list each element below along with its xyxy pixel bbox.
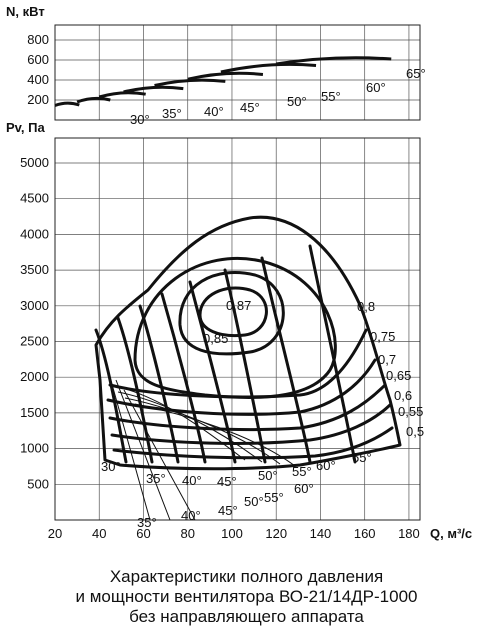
flow-tick-label: 180 [398,526,420,541]
power-axis-title: N, кВт [6,4,45,19]
efficiency-label: 0,85 [203,331,228,346]
efficiency-curve-08 [133,256,337,399]
flow-axis-title: Q, м³/с [430,526,472,541]
power-angle-label: 55° [321,89,341,104]
power-angle-label: 60° [366,80,386,95]
angle-pressure-curve [260,256,312,464]
pressure-angle-label: 35° [137,515,157,530]
pressure-angle-label: 55° [292,464,312,479]
angle-pressure-curve [223,268,267,464]
flow-tick-label: 60 [136,526,150,541]
efficiency-curve-085 [178,270,285,356]
power-panel: 200 400 600 800 N, кВт 30° 35° 40° 45° 50° 55° 60° 6… [6,4,426,127]
power-curve [154,78,226,87]
flow-tick-label: 40 [92,526,106,541]
efficiency-label: 0,8 [357,299,375,314]
pressure-frame [54,137,421,521]
pressure-tick-label: 500 [27,476,49,491]
pressure-angle-label: 35° [146,471,166,486]
power-curve [54,101,80,107]
caption-line-1: Характеристики полного давления [109,567,384,586]
power-angle-label: 50° [287,94,307,109]
flow-tick-label: 80 [180,526,194,541]
efficiency-curve-075 [108,328,368,399]
angle-pressure-curve [188,280,237,464]
surge-line [117,391,263,463]
angle-pressure-curve [94,328,128,464]
caption-line-2: и мощности вентилятора ВО-21/14ДР-1000 [75,587,418,606]
pressure-tick-label: 4500 [20,191,49,206]
pressure-angle-label: 65° [352,450,372,465]
power-angle-label: 35° [162,106,182,121]
pressure-tick-label: 1500 [20,405,49,420]
angle-leader-line [107,369,151,521]
efficiency-label: 0,75 [370,329,395,344]
flow-tick-label: 100 [221,526,243,541]
power-angle-label: 40° [204,104,224,119]
efficiency-curve-06 [110,403,392,445]
flow-tick-label: 120 [265,526,287,541]
pressure-panel: 500 1000 1500 2000 2500 3000 3500 4000 4500 5000 2… [0,0,472,541]
efficiency-label: 0,87 [226,298,251,313]
flow-tick-label: 20 [48,526,62,541]
pressure-tick-label: 3500 [20,262,49,277]
angle-pressure-curve [308,244,357,464]
power-frame [54,24,421,121]
pressure-angle-label: 40° [182,473,202,488]
angle-pressure-curve [138,304,180,464]
power-tick-label: 400 [27,72,49,87]
pressure-tick-label: 2500 [20,333,49,348]
pressure-angle-label: 60° [294,481,314,496]
angle-leader-line [123,389,196,521]
pressure-angle-label: 30° [101,459,121,474]
efficiency-curve-087 [198,286,268,338]
power-curve [220,62,317,74]
power-curve [76,96,111,104]
angle-pressure-curve [160,292,207,464]
pressure-tick-label: 1000 [20,441,49,456]
power-angle-label: 45° [240,100,260,115]
flow-tick-label: 160 [354,526,376,541]
pressure-angle-label: 65° [0,0,20,3]
pressure-angle-label: 50° [258,468,278,483]
pressure-axis-title: Pv, Па [6,120,46,135]
pressure-angle-label: 45° [218,503,238,518]
pressure-tick-label: 5000 [20,155,49,170]
envelope-curve [94,215,402,471]
pressure-angle-label: 45° [217,474,237,489]
flow-tick-label: 140 [310,526,332,541]
efficiency-curve-055 [112,426,394,460]
efficiency-curve-065 [108,383,387,432]
angle-pressure-curve [116,316,154,464]
power-curve [187,71,264,81]
angle-leader-line [115,379,171,521]
efficiency-label: 0,5 [406,424,424,439]
caption-line-3: без направляющего аппарата [129,607,364,626]
power-angle-label: 30° [130,112,150,127]
power-tick-label: 200 [27,92,49,107]
pressure-tick-label: 2000 [20,369,49,384]
power-curve [123,85,184,94]
efficiency-label: 0,7 [378,352,396,367]
power-curve [275,56,392,66]
chart-caption: Характеристики полного давления и мощнос… [0,567,493,627]
pressure-angle-label: 55° [264,490,284,505]
pressure-angle-label: 60° [316,458,336,473]
efficiency-label: 0,6 [394,388,412,403]
power-tick-label: 600 [27,52,49,67]
pressure-tick-label: 4000 [20,226,49,241]
power-curve [98,91,146,99]
power-angle-label: 65° [406,66,426,81]
pressure-tick-label: 3000 [20,298,49,313]
efficiency-label: 0,65 [386,368,411,383]
pressure-angle-label: 40° [181,508,201,523]
efficiency-label: 0,55 [398,404,423,419]
surge-line [134,403,296,467]
pressure-angle-label: 50° [244,494,264,509]
power-tick-label: 800 [27,32,49,47]
